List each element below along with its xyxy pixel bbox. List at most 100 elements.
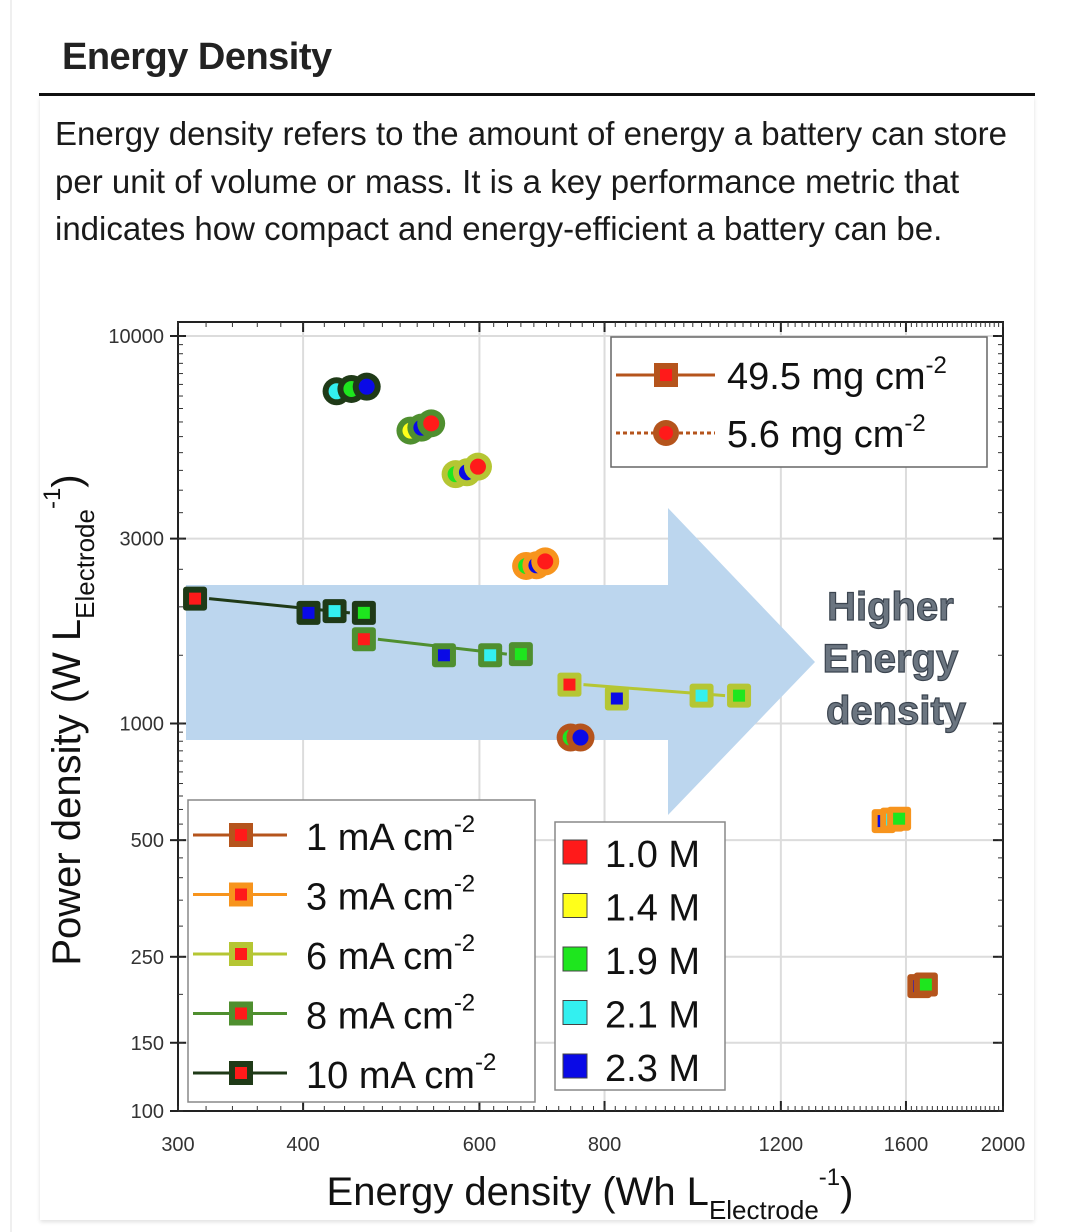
point-core — [484, 649, 497, 662]
current-legend-item: 6 mA cm-2 — [193, 930, 475, 978]
series-49.5-10 — [183, 586, 376, 625]
legend-label: 10 mA cm-2 — [306, 1049, 496, 1097]
loading-legend-item: 49.5 mg cm-2 — [616, 352, 947, 398]
series-5.6-1 — [556, 723, 595, 752]
legend-swatch — [562, 1000, 588, 1025]
legend-label: 1.0 M — [605, 834, 700, 876]
higher-energy-annotation: Higher Energy density — [823, 585, 970, 733]
section-title: Energy Density — [62, 36, 332, 78]
legend-label: 1.4 M — [605, 888, 700, 930]
legend-label: 5.6 mg cm-2 — [727, 410, 926, 456]
current-legend-item: 10 mA cm-2 — [193, 1049, 496, 1097]
point-core — [537, 553, 554, 570]
point-core — [733, 689, 746, 702]
x-tick-label: 400 — [286, 1134, 319, 1156]
legend-swatch — [562, 946, 588, 972]
loading-legend-item: 5.6 mg cm-2 — [616, 410, 926, 456]
loading-legend: 49.5 mg cm-2 5.6 mg cm-2 — [610, 336, 988, 468]
legend-label: 49.5 mg cm-2 — [727, 352, 947, 398]
legend-swatch — [562, 893, 588, 918]
legend-layer: 49.5 mg cm-2 5.6 mg cm-2 1 mA cm-2 3 mA cm-… — [187, 336, 988, 1103]
point-core — [919, 978, 932, 991]
legend-marker-core — [235, 829, 247, 841]
concentration-legend-item: 1.9 M — [562, 941, 700, 983]
x-axis-title-main: Energy density (Wh L — [327, 1170, 709, 1214]
point-core — [610, 692, 623, 705]
point-core — [302, 606, 315, 619]
series-49.5-6 — [557, 672, 752, 711]
point-core — [328, 605, 341, 618]
annotation-line-3: density — [826, 689, 967, 733]
concentration-legend-item: 2.1 M — [562, 995, 700, 1037]
page-left-border — [10, 0, 12, 1232]
point-core — [893, 812, 906, 825]
series-49.5-8 — [351, 627, 533, 668]
legend-marker-core — [235, 1007, 247, 1020]
point-core — [563, 678, 576, 691]
series-5.6-3 — [512, 547, 560, 580]
series-49.5-3 — [871, 806, 912, 834]
y-tick-label: 250 — [131, 947, 164, 969]
loading-legend-box — [610, 336, 988, 468]
point-core — [357, 606, 370, 619]
x-tick-label: 2000 — [981, 1134, 1026, 1156]
legend-marker-core — [235, 888, 247, 901]
point-core — [358, 378, 375, 395]
current-legend-item: 3 mA cm-2 — [193, 871, 475, 919]
annotation-line-2: Energy — [823, 637, 959, 681]
series-5.6-8 — [396, 409, 446, 445]
point-core — [437, 649, 450, 662]
y-tick-label: 1000 — [120, 714, 165, 736]
point-core — [189, 592, 202, 605]
concentration-legend-item: 2.3 M — [562, 1048, 700, 1090]
series-layer — [183, 372, 938, 999]
point-core — [357, 633, 370, 646]
point-core — [514, 648, 527, 661]
legend-label: 2.3 M — [605, 1048, 700, 1090]
current-density-legend: 1 mA cm-2 3 mA cm-2 6 mA cm-2 8 mA cm-2 10 m… — [187, 799, 536, 1103]
x-axis-title: Energy density (Wh LElectrode-1) — [327, 1164, 854, 1225]
series-5.6-10 — [322, 372, 381, 406]
y-axis-title-sup: -1 — [39, 488, 66, 509]
current-legend-item: 8 mA cm-2 — [193, 990, 475, 1038]
concentration-legend-item: 1.4 M — [562, 888, 700, 930]
series-5.6-6 — [441, 452, 492, 489]
legend-marker-core — [235, 1067, 247, 1079]
legend-label: 1 mA cm-2 — [306, 811, 475, 859]
y-tick-label: 150 — [131, 1033, 164, 1055]
x-axis-title-sup: -1 — [819, 1164, 840, 1191]
x-tick-label: 600 — [463, 1134, 496, 1156]
legend-label: 3 mA cm-2 — [306, 871, 475, 919]
y-tick-label: 500 — [131, 830, 164, 852]
y-axis-title: Power density (W LElectrode-1) — [39, 474, 100, 965]
point-core — [572, 729, 589, 746]
y-tick-label: 10000 — [108, 326, 164, 348]
current-legend-item: 1 mA cm-2 — [193, 811, 475, 859]
point-core — [469, 458, 486, 475]
y-axis-title-main: Power density (W L — [45, 619, 89, 966]
title-divider — [39, 93, 1035, 96]
legend-label: 1.9 M — [605, 941, 700, 983]
x-tick-label: 1600 — [884, 1134, 929, 1156]
legend-label: 8 mA cm-2 — [306, 990, 475, 1038]
legend-marker-core — [235, 948, 247, 960]
legend-swatch — [562, 839, 588, 865]
point-core — [423, 415, 440, 432]
concentration-legend-item: 1.0 M — [562, 834, 700, 876]
plot-frame — [177, 321, 1004, 1112]
x-tick-label: 800 — [588, 1134, 621, 1156]
series-49.5-1 — [907, 972, 938, 999]
point-core — [695, 689, 708, 702]
legend-swatch — [562, 1053, 588, 1079]
legend-label: 2.1 M — [605, 995, 700, 1037]
x-axis-title-sub: Electrode — [709, 1195, 819, 1225]
legend-marker-core — [659, 426, 673, 440]
y-axis-title-sub: Electrode — [70, 509, 100, 619]
x-tick-label: 300 — [161, 1134, 194, 1156]
section-description: Energy density refers to the amount of e… — [55, 115, 1008, 247]
legend-marker-core — [660, 369, 672, 381]
x-tick-label: 1200 — [759, 1134, 804, 1156]
annotation-line-1: Higher — [827, 585, 954, 629]
y-tick-label: 100 — [131, 1101, 164, 1123]
